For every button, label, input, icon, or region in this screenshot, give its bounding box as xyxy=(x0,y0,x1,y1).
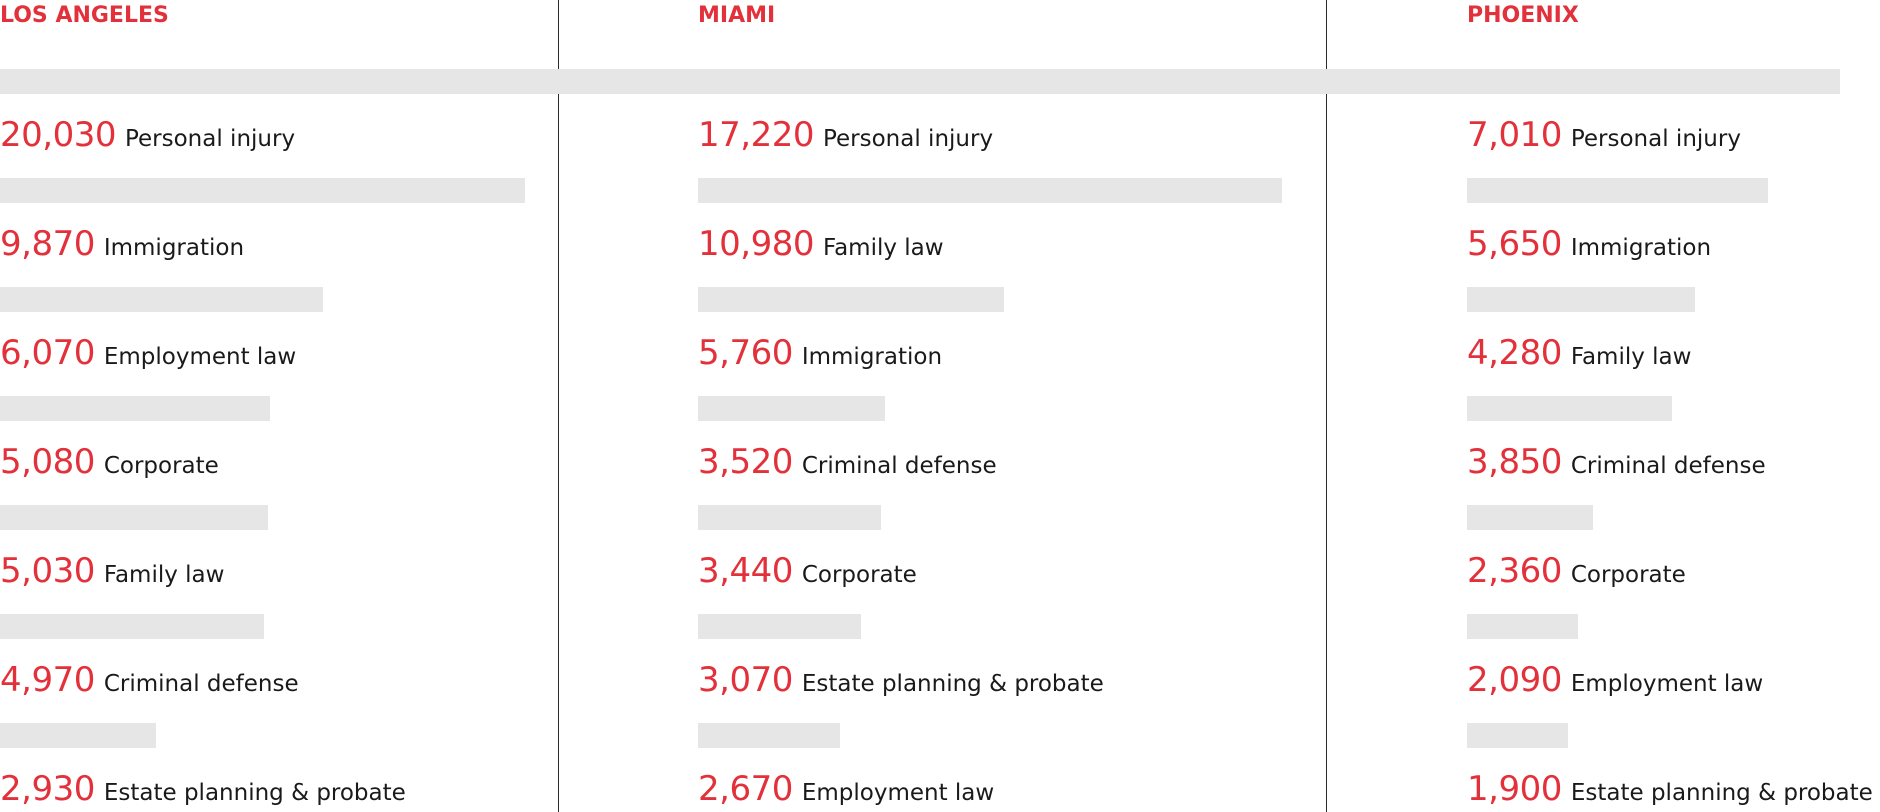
category-label: Immigration xyxy=(103,235,245,261)
panel-divider xyxy=(558,0,559,812)
bar xyxy=(0,723,156,748)
category-label: Criminal defense xyxy=(1570,453,1766,479)
bar-label-row: 6,070 Employment law xyxy=(0,333,296,373)
bar xyxy=(0,614,264,639)
category-label: Corporate xyxy=(801,562,917,588)
category-label: Immigration xyxy=(1570,235,1712,261)
bar xyxy=(0,178,525,203)
category-label: Criminal defense xyxy=(801,453,997,479)
bar xyxy=(698,69,1614,94)
category-label: Personal injury xyxy=(1570,126,1741,152)
value-label: 5,080 xyxy=(0,442,95,482)
value-label: 5,030 xyxy=(0,551,95,591)
bar xyxy=(1467,505,1593,530)
bar xyxy=(0,287,323,312)
value-label: 10,980 xyxy=(698,224,814,264)
category-label: Employment law xyxy=(801,780,995,806)
bar-label-row: 17,220 Personal injury xyxy=(698,115,993,155)
category-label: Estate planning & probate xyxy=(1570,780,1873,806)
bar-label-row: 20,030 Personal injury xyxy=(0,115,295,155)
bar-label-row: 3,440 Corporate xyxy=(698,551,917,591)
value-label: 1,900 xyxy=(1467,769,1562,809)
value-label: 20,030 xyxy=(0,115,116,155)
value-label: 3,850 xyxy=(1467,442,1562,482)
category-label: Family law xyxy=(103,562,225,588)
category-label: Immigration xyxy=(801,344,943,370)
city-title: LOS ANGELES xyxy=(0,3,169,28)
category-label: Employment law xyxy=(103,344,297,370)
bar-label-row: 4,970 Criminal defense xyxy=(0,660,299,700)
bar xyxy=(0,396,270,421)
bar-label-row: 9,870 Immigration xyxy=(0,224,244,264)
city-title: MIAMI xyxy=(698,3,776,28)
value-label: 3,440 xyxy=(698,551,793,591)
bar-label-row: 2,670 Employment law xyxy=(698,769,994,809)
value-label: 3,520 xyxy=(698,442,793,482)
value-label: 5,760 xyxy=(698,333,793,373)
category-label: Corporate xyxy=(103,453,219,479)
bar-label-row: 10,980 Family law xyxy=(698,224,944,264)
category-label: Estate planning & probate xyxy=(103,780,406,806)
bar-label-row: 3,070 Estate planning & probate xyxy=(698,660,1104,700)
category-label: Family law xyxy=(822,235,944,261)
bar-label-row: 5,030 Family law xyxy=(0,551,224,591)
value-label: 17,220 xyxy=(698,115,814,155)
category-label: Corporate xyxy=(1570,562,1686,588)
bar xyxy=(1467,614,1578,639)
city-panel: PHOENIX 7,010 Personal injury 5,650 Immigrat… xyxy=(1467,0,1880,812)
value-label: 2,090 xyxy=(1467,660,1562,700)
bar xyxy=(1467,287,1695,312)
bar-label-row: 1,900 Estate planning & probate xyxy=(1467,769,1873,809)
bar xyxy=(1467,723,1568,748)
bar xyxy=(698,723,840,748)
bar xyxy=(1467,178,1768,203)
value-label: 5,650 xyxy=(1467,224,1562,264)
city-title: PHOENIX xyxy=(1467,3,1579,28)
category-label: Family law xyxy=(1570,344,1692,370)
bar xyxy=(0,505,268,530)
bar-label-row: 4,280 Family law xyxy=(1467,333,1691,373)
value-label: 9,870 xyxy=(0,224,95,264)
category-label: Personal injury xyxy=(124,126,296,152)
bar-label-row: 3,520 Criminal defense xyxy=(698,442,997,482)
bar xyxy=(1467,396,1672,421)
bar xyxy=(698,396,885,421)
value-label: 2,930 xyxy=(0,769,95,809)
bar-label-row: 7,010 Personal injury xyxy=(1467,115,1741,155)
bar-label-row: 5,080 Corporate xyxy=(0,442,219,482)
bar xyxy=(698,505,881,530)
value-label: 2,360 xyxy=(1467,551,1562,591)
bar xyxy=(698,178,1282,203)
bar xyxy=(698,614,861,639)
category-label: Personal injury xyxy=(822,126,994,152)
value-label: 4,280 xyxy=(1467,333,1562,373)
bar-label-row: 5,650 Immigration xyxy=(1467,224,1711,264)
bar-label-row: 2,360 Corporate xyxy=(1467,551,1686,591)
value-label: 2,670 xyxy=(698,769,793,809)
value-label: 4,970 xyxy=(0,660,95,700)
value-label: 7,010 xyxy=(1467,115,1562,155)
bar xyxy=(1467,69,1840,94)
bar-label-row: 3,850 Criminal defense xyxy=(1467,442,1766,482)
city-panel: MIAMI 17,220 Personal injury 10,980 Family l… xyxy=(698,0,1614,812)
bar xyxy=(698,287,1004,312)
panel-divider xyxy=(1326,0,1327,812)
value-label: 3,070 xyxy=(698,660,793,700)
category-label: Criminal defense xyxy=(103,671,299,697)
category-label: Estate planning & probate xyxy=(801,671,1104,697)
category-label: Employment law xyxy=(1570,671,1764,697)
value-label: 6,070 xyxy=(0,333,95,373)
bar-label-row: 5,760 Immigration xyxy=(698,333,942,373)
bar-label-row: 2,090 Employment law xyxy=(1467,660,1763,700)
bar-label-row: 2,930 Estate planning & probate xyxy=(0,769,406,809)
city-panel: LOS ANGELES 20,030 Personal injury 9,870 Imm… xyxy=(0,0,1066,812)
